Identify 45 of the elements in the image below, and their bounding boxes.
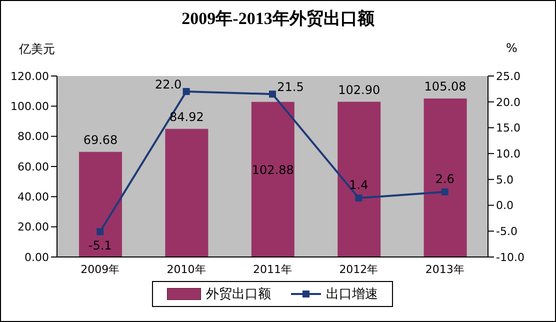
data-label: 102.90	[338, 82, 380, 97]
y-tick-label: 20.00	[18, 220, 49, 234]
bar	[165, 128, 208, 257]
point	[96, 228, 104, 236]
data-label: 2.6	[435, 172, 454, 186]
legend-label: 出口增速	[326, 286, 378, 303]
y2-axis-title: %	[506, 41, 518, 55]
y2-tick-label: 20.0	[496, 96, 520, 109]
bar	[79, 152, 122, 257]
data-label: 69.68	[83, 132, 118, 147]
y2-tick-label: 5.0	[496, 173, 514, 186]
point	[269, 90, 276, 98]
y-tick-label: 100.00	[10, 100, 49, 114]
y2-tick-label: 10.0	[496, 147, 520, 160]
bar	[251, 102, 294, 257]
data-label: 84.92	[170, 110, 204, 124]
y-axis-title: 亿美元	[19, 41, 55, 58]
y2-tick-label: 0.0	[496, 199, 514, 212]
y-tick-label: 40.00	[18, 190, 49, 204]
x-tick-label: 2009年	[80, 262, 120, 276]
point	[441, 188, 448, 196]
y-tick-label: 80.00	[18, 130, 49, 144]
bar	[338, 102, 381, 257]
x-tick-label: 2012年	[339, 262, 378, 276]
data-label: 102.88	[252, 162, 294, 177]
y-tick-label: 0.00	[24, 250, 49, 264]
y2-tick-label: -5.0	[496, 225, 518, 238]
y-tick-label: 60.00	[18, 160, 49, 174]
data-label: 1.4	[349, 178, 368, 192]
bar	[424, 98, 467, 257]
y2-tick-label: 15.0	[496, 122, 520, 135]
legend-label: 外贸出口额	[206, 286, 271, 303]
x-tick-label: 2011年	[253, 262, 292, 276]
point	[182, 88, 190, 96]
point	[355, 194, 362, 202]
y2-tick-label: -10.0	[496, 250, 524, 264]
data-label: 22.0	[154, 78, 182, 92]
data-label: 105.08	[424, 80, 466, 94]
x-tick-label: 2013年	[425, 262, 464, 276]
y2-tick-label: 25.0	[496, 70, 520, 83]
data-label: -5.1	[88, 238, 112, 253]
data-label: 21.5	[277, 80, 304, 94]
y-tick-label: 120.00	[10, 70, 49, 83]
chart-title: 2009年-2013年外贸出口额	[180, 8, 376, 30]
x-tick-label: 2010年	[166, 262, 206, 276]
